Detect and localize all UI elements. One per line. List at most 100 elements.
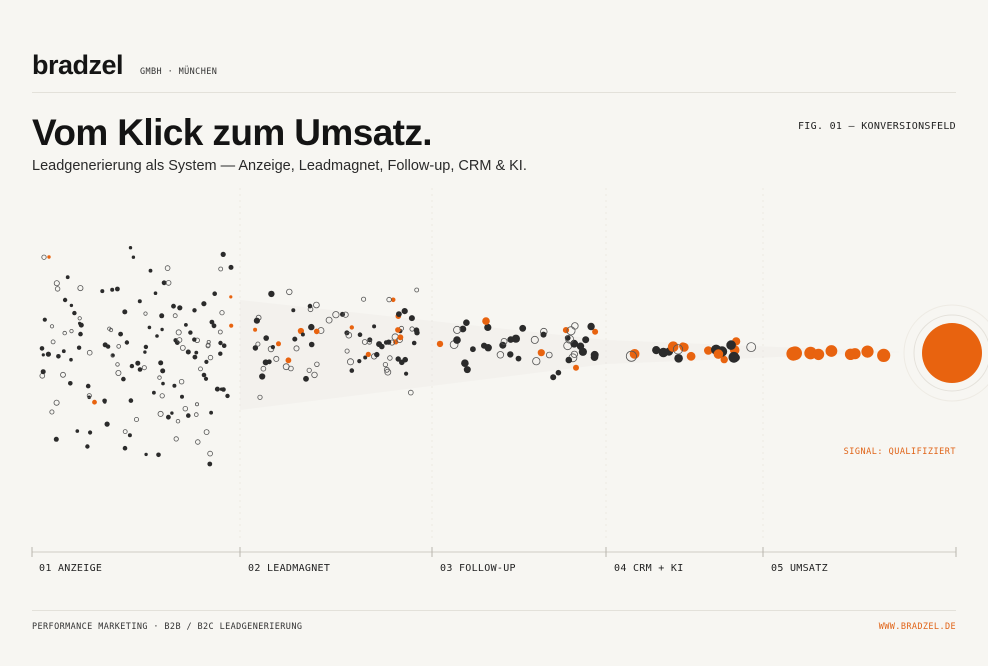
stage-label-leadmagnet: 02 LEADMAGNET xyxy=(248,563,331,574)
lead-dot xyxy=(579,348,586,355)
lead-dot xyxy=(453,336,461,344)
lead-dot xyxy=(229,323,234,328)
lead-dot xyxy=(135,360,141,366)
lead-dot xyxy=(812,348,825,361)
lead-dot xyxy=(41,353,45,357)
lead-dot xyxy=(185,349,191,355)
lead-dot xyxy=(192,308,197,313)
stage-guides xyxy=(239,188,900,540)
revenue-target-dot xyxy=(922,323,982,383)
lead-dot xyxy=(88,430,93,435)
lead-dot xyxy=(303,375,309,382)
lead-dot xyxy=(652,346,661,355)
lead-dot xyxy=(221,343,227,349)
lead-dot xyxy=(453,325,462,334)
lead-dot xyxy=(346,358,354,366)
brand-subtitle: GMBH · MÜNCHEN xyxy=(140,67,218,77)
lead-dot xyxy=(308,323,315,331)
lead-dot xyxy=(77,316,82,321)
lead-dot xyxy=(103,400,107,404)
lead-dot xyxy=(273,355,280,362)
lead-dot xyxy=(530,335,539,344)
lead-dot xyxy=(555,369,562,376)
lead-dot xyxy=(282,363,290,371)
lead-dot xyxy=(365,351,371,357)
lead-dot xyxy=(500,337,508,345)
lead-dot xyxy=(178,379,185,385)
lead-dot xyxy=(143,344,149,350)
lead-dot xyxy=(166,414,171,420)
lead-dot xyxy=(62,297,68,303)
lead-dot xyxy=(270,345,275,350)
footer-tagline: PERFORMANCE MARKETING · B2B / B2C LEADGE… xyxy=(32,622,303,632)
lead-dot xyxy=(147,325,152,330)
lead-dot xyxy=(128,246,133,250)
lead-dot xyxy=(384,368,392,376)
lead-dot xyxy=(401,308,408,315)
lead-dot xyxy=(219,387,224,391)
lead-dot xyxy=(436,340,444,348)
lead-dot xyxy=(496,351,505,359)
lead-dot xyxy=(155,334,159,338)
lead-dot xyxy=(68,381,73,386)
lead-dot xyxy=(629,349,640,359)
lead-dot xyxy=(228,264,234,270)
lead-dot xyxy=(122,445,128,451)
lead-dot xyxy=(133,416,139,422)
lead-dot xyxy=(115,286,120,292)
lead-dot xyxy=(157,410,164,417)
lead-dot xyxy=(104,421,110,427)
lead-dot xyxy=(263,335,270,341)
lead-dot xyxy=(206,339,211,344)
lead-dot xyxy=(314,361,320,367)
lead-dot xyxy=(484,344,492,352)
lead-dot xyxy=(267,345,275,353)
lead-dot xyxy=(182,406,188,412)
lead-dot xyxy=(325,316,333,324)
lead-dot xyxy=(399,359,405,366)
lead-dot xyxy=(110,287,115,292)
lead-dot xyxy=(87,395,91,400)
lead-dot xyxy=(861,345,874,358)
lead-dot xyxy=(404,371,409,376)
lead-dot xyxy=(219,310,225,316)
lead-dot xyxy=(143,350,147,354)
lead-dot xyxy=(156,452,161,458)
lead-dot xyxy=(194,412,199,417)
lead-dot xyxy=(194,350,199,355)
lead-dot xyxy=(129,363,135,369)
lead-dot xyxy=(218,266,224,272)
lead-dot xyxy=(519,324,527,332)
lead-dot xyxy=(111,353,115,357)
lead-dot xyxy=(116,344,121,349)
lead-dot xyxy=(201,301,207,307)
lead-dot xyxy=(161,280,167,286)
lead-dot xyxy=(209,410,214,415)
lead-dot xyxy=(173,436,179,442)
lead-dot xyxy=(192,354,198,360)
lead-dot xyxy=(165,280,172,286)
lead-dot xyxy=(159,393,165,399)
lead-dot xyxy=(188,330,193,335)
lead-dot xyxy=(128,398,134,403)
lead-dot xyxy=(86,393,92,399)
lead-dot xyxy=(220,251,226,257)
lead-dot xyxy=(65,275,70,280)
lead-dot xyxy=(173,338,178,343)
lead-dot xyxy=(363,355,368,360)
lead-dot xyxy=(124,340,130,345)
lead-dot xyxy=(286,288,293,296)
lead-dot xyxy=(69,328,74,334)
lead-dot xyxy=(408,315,415,322)
lead-dot xyxy=(311,371,318,379)
lead-dot xyxy=(268,290,275,298)
lead-dot xyxy=(545,351,553,359)
lead-dot xyxy=(357,359,362,364)
lead-dot xyxy=(397,334,404,341)
lead-dot xyxy=(40,369,46,375)
lead-dot xyxy=(211,323,217,329)
footer-website-link[interactable]: WWW.BRADZEL.DE xyxy=(878,622,956,632)
lead-dot xyxy=(62,330,67,336)
lead-dot xyxy=(161,381,165,386)
lead-dot xyxy=(592,328,599,335)
